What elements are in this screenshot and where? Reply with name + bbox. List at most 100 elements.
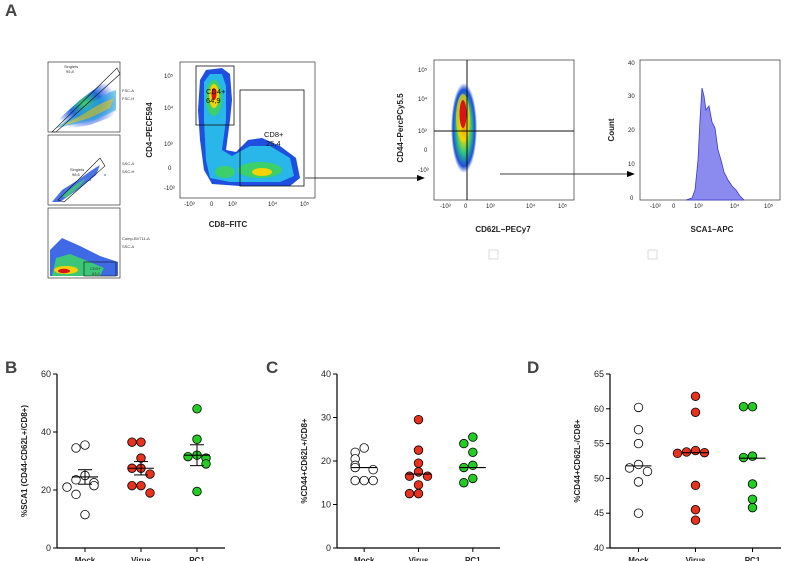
dot-d-pc1-4 xyxy=(747,479,758,489)
cd44-ytick-4: 0 xyxy=(424,148,428,154)
dot-c-virus-4 xyxy=(404,471,415,481)
dot-b-virus-7 xyxy=(127,480,137,491)
sca1-histogram: -10³ 0 10³ 10⁴ 10⁵ 40 30 20 10 0 SCA1−AP… xyxy=(607,59,781,260)
xtick-label-c-2: PC1 xyxy=(465,556,481,561)
xtick-label-b-2: PC1 xyxy=(189,556,205,561)
dot-c-mock-0 xyxy=(359,443,369,453)
cd62l-xtick-2: 0 xyxy=(464,204,468,210)
cd4-ytick-1: 10⁵ xyxy=(164,73,174,80)
dot-c-virus-8 xyxy=(404,488,415,499)
cd4-ytick-5: -10³ xyxy=(164,186,175,192)
gate-cd8-value: 25,4 xyxy=(266,139,281,148)
dot-d-virus-0 xyxy=(690,391,701,401)
mini-gate-3-xaxis: Comp-BV711-A xyxy=(122,236,150,241)
dot-d-virus-3 xyxy=(681,447,692,457)
xtick-label-d-1: Virus xyxy=(686,556,706,561)
scatter-chart-c: 0 10 20 30 40 Mock Virus PC1 %CD44+CD62L+/CD8+ xyxy=(300,369,500,561)
sca1-xlabel: SCA1−APC xyxy=(691,225,734,234)
panel-label-a: A xyxy=(5,1,17,20)
dot-c-pc1-6 xyxy=(459,478,469,488)
cd44-ylabel: CD44−PercPCy5.5 xyxy=(396,93,405,163)
cd8-xtick-2: 0 xyxy=(210,202,214,208)
mini-gate-3-yaxis: SSC-A xyxy=(122,244,135,249)
cd62l-xtick-3: 10³ xyxy=(486,204,495,210)
dot-c-mock-6 xyxy=(359,475,369,486)
mini-gate-2-xaxis: SSC-A xyxy=(122,161,135,166)
ylabel-b: %SCA1 (CD44-CD62L+/CD8+) xyxy=(20,405,29,517)
sca1-ytick-5: 0 xyxy=(630,196,634,202)
dot-d-pc1-1 xyxy=(738,402,749,412)
dot-c-virus-2 xyxy=(413,458,424,468)
mini-gate-plot-2: Singlets 98,6 SSC-A SSC-H xyxy=(47,134,135,206)
mini-gate-2-value: 98,6 xyxy=(72,172,81,177)
dot-b-mock-3 xyxy=(71,475,81,485)
mini-gate-1-yaxis: FSC-H xyxy=(122,96,134,101)
cd62l-xlabel: CD62L−PECy7 xyxy=(475,225,531,234)
dot-c-virus-1 xyxy=(413,445,424,455)
dot-c-pc1-5 xyxy=(468,473,478,484)
ytick-label-c-2: 20 xyxy=(321,456,331,466)
dot-c-pc1-1 xyxy=(459,438,469,449)
dot-b-virus-6 xyxy=(136,480,146,491)
dot-d-pc1-6 xyxy=(747,502,758,513)
sca1-ytick-3: 20 xyxy=(628,128,635,134)
ytick-label-b-1: 20 xyxy=(41,485,51,495)
panel-label-d: D xyxy=(527,358,539,377)
dot-d-virus-2 xyxy=(690,445,701,456)
dot-d-mock-6 xyxy=(633,477,644,487)
dot-b-pc1-0 xyxy=(192,404,202,414)
sca1-ytick-1: 40 xyxy=(628,61,635,67)
cd62l-xtick-5: 10⁵ xyxy=(558,203,568,210)
cd8-xlabel: CD8−FITC xyxy=(209,220,248,229)
ytick-label-c-0: 0 xyxy=(326,543,331,553)
dot-b-mock-6 xyxy=(62,482,72,492)
sca1-ylabel: Count xyxy=(607,118,616,141)
dot-c-pc1-2 xyxy=(468,447,478,458)
gate-cd4-name: CD4+ xyxy=(206,87,226,96)
cd62l-xtick-1: -10³ xyxy=(440,204,451,210)
dot-d-mock-4 xyxy=(624,463,635,473)
dot-b-virus-8 xyxy=(145,488,155,498)
dot-b-mock-0 xyxy=(80,440,90,450)
dot-c-virus-7 xyxy=(413,488,424,499)
ytick-label-c-3: 30 xyxy=(321,413,331,423)
ytick-label-b-3: 60 xyxy=(41,369,51,379)
sca1-xtick-5: 10⁵ xyxy=(764,203,774,210)
dot-b-mock-8 xyxy=(80,509,90,520)
mini-gate-1-xaxis: FSC-A xyxy=(122,88,134,93)
ytick-label-b-0: 0 xyxy=(46,543,51,553)
dot-d-pc1-0 xyxy=(747,402,758,412)
xtick-label-b-0: Mock xyxy=(75,556,96,561)
dot-b-mock-1 xyxy=(71,443,81,453)
mini-gate-1-value: 95,8 xyxy=(66,69,75,74)
dot-d-mock-3 xyxy=(633,459,644,470)
cd4-ylabel: CD4−PECF594 xyxy=(145,102,154,158)
ytick-label-d-1: 45 xyxy=(594,508,604,518)
mini-gate-3-name: CD3+ xyxy=(90,266,101,271)
mini-gate-plot-1: Singlets 95,8 FSC-A FSC-H xyxy=(47,61,134,133)
dot-c-pc1-0 xyxy=(468,432,478,442)
xtick-label-d-2: PC1 xyxy=(745,556,761,561)
mini-gate-3-value: 63,4 xyxy=(92,271,101,276)
dot-b-mock-7 xyxy=(71,489,81,500)
mini-gate-2-name: Singlets xyxy=(70,167,84,172)
dot-d-mock-7 xyxy=(633,508,644,518)
dot-d-pc1-5 xyxy=(747,494,758,504)
gate-cd4-value: 64,9 xyxy=(206,96,221,105)
ytick-label-c-1: 10 xyxy=(321,500,331,510)
dot-d-mock-1 xyxy=(633,424,644,435)
dot-b-virus-1 xyxy=(127,437,137,447)
dot-c-mock-7 xyxy=(350,475,360,486)
cd8-xtick-5: 10⁵ xyxy=(300,201,310,208)
dot-c-virus-5 xyxy=(422,471,433,481)
xtick-label-d-0: Mock xyxy=(628,556,649,561)
dot-b-pc1-3 xyxy=(183,451,193,462)
cd44-cd62l-plot: -10³ 0 10³ 10⁴ 10⁵ 10⁵ 10⁴ 10³ 0 -10³ CD… xyxy=(396,59,575,260)
ytick-label-d-0: 40 xyxy=(594,543,604,553)
ytick-label-d-5: 65 xyxy=(594,369,604,379)
gate-cd8-name: CD8+ xyxy=(264,130,284,139)
dot-d-virus-6 xyxy=(690,480,701,491)
dot-d-pc1-2 xyxy=(747,451,758,461)
mini-gate-plot-3: CD3+ 63,4 Comp-BV711-A SSC-A xyxy=(47,207,150,279)
